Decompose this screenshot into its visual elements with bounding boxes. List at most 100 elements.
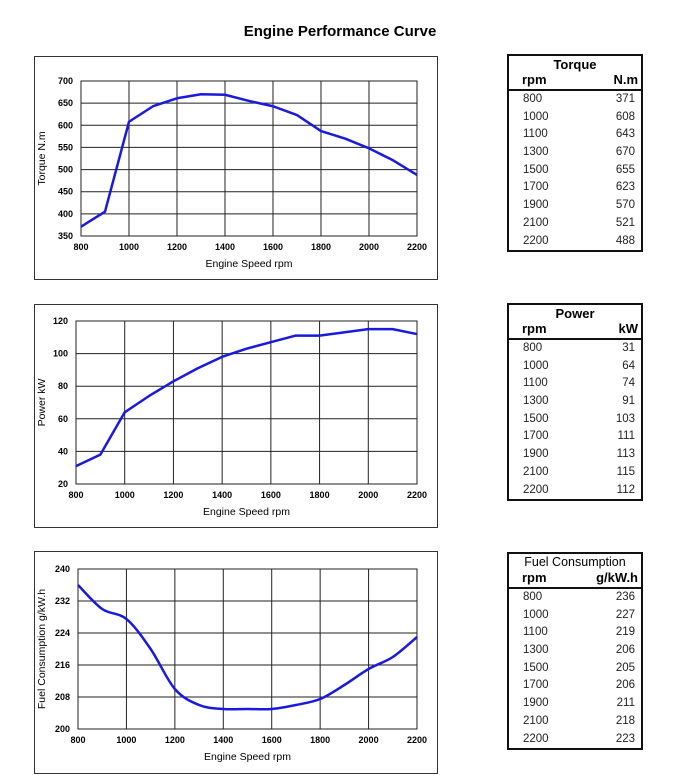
cell-value: 103 [615, 412, 635, 425]
cell-rpm: 1000 [523, 110, 549, 123]
cell-value: 31 [622, 342, 635, 354]
x-axis-label: Engine Speed rpm [203, 506, 290, 518]
table-row: 1000 64 [509, 358, 641, 376]
cell-rpm: 1500 [523, 661, 549, 674]
cell-rpm: 2200 [523, 483, 549, 496]
table-header: rpm g/kW.h [509, 570, 641, 589]
table-row: 1100 74 [509, 375, 641, 393]
x-tick-label: 1000 [115, 490, 135, 500]
table-row: 1900 211 [509, 695, 641, 713]
cell-rpm: 1900 [523, 448, 549, 461]
cell-rpm: 1700 [523, 430, 549, 443]
cell-rpm: 800 [523, 591, 543, 603]
table-row: 1100 643 [509, 126, 641, 144]
cell-value: 623 [615, 181, 635, 194]
table-row: 2200 223 [509, 731, 641, 749]
cell-rpm: 1900 [523, 199, 549, 212]
y-tick-label: 232 [55, 596, 70, 606]
cell-rpm: 2100 [523, 465, 549, 478]
table-row: 1500 205 [509, 660, 641, 678]
x-tick-label: 1200 [165, 735, 185, 745]
y-tick-label: 600 [58, 120, 73, 130]
y-tick-label: 40 [58, 446, 68, 456]
power-chart: 800 1000 1200 1400 1600 1800 2000 2200 20 40 60 80 1… [34, 304, 438, 528]
table-header: rpm kW [509, 321, 641, 340]
cell-value: 371 [615, 93, 635, 105]
x-axis-label: Engine Speed rpm [206, 258, 293, 270]
col-header-rpm: rpm [522, 72, 547, 87]
table-row: 1300 206 [509, 642, 641, 660]
x-tick-label: 1400 [213, 735, 233, 745]
col-header-rpm: rpm [522, 321, 547, 336]
cell-value: 113 [616, 448, 635, 461]
x-tick-label: 1400 [212, 490, 232, 500]
cell-value: 206 [615, 679, 635, 692]
table-row: 1900 113 [509, 446, 641, 464]
cell-value: 219 [615, 626, 635, 639]
cell-value: 655 [615, 163, 635, 176]
cell-rpm: 1300 [523, 146, 549, 159]
table-row: 1900 570 [509, 197, 641, 215]
y-tick-label: 216 [55, 660, 70, 670]
series-line [77, 584, 418, 711]
y-tick-label: 650 [58, 98, 73, 108]
fuel-table: Fuel Consumption rpm g/kW.h 800 236 1000 227 11… [507, 552, 643, 751]
x-tick-label: 2000 [359, 242, 379, 252]
table-row: 1100 219 [509, 624, 641, 642]
table-row: 1500 655 [509, 162, 641, 180]
cell-value: 74 [622, 377, 635, 390]
x-tick-label: 1600 [263, 242, 283, 252]
plot-area [77, 568, 418, 730]
plot-area [75, 320, 418, 485]
y-tick-label: 400 [58, 209, 73, 219]
cell-rpm: 2100 [523, 714, 549, 727]
table-row: 1500 103 [509, 411, 641, 429]
cell-value: 236 [615, 591, 635, 603]
torque-chart: 800 1000 1200 1400 1600 1800 2000 2200 350 400 450… [34, 56, 438, 280]
table-row: 800 236 [509, 589, 641, 607]
cell-rpm: 2200 [523, 234, 549, 247]
y-tick-label: 350 [58, 231, 73, 241]
x-tick-label: 1600 [262, 735, 282, 745]
table-row: 1300 670 [509, 144, 641, 162]
cell-rpm: 1100 [523, 128, 548, 141]
y-tick-label: 200 [55, 724, 70, 734]
cell-value: 223 [615, 732, 635, 745]
cell-value: 91 [622, 395, 635, 408]
x-tick-label: 1600 [261, 490, 281, 500]
y-tick-label: 700 [58, 76, 73, 86]
cell-rpm: 1900 [523, 697, 549, 710]
cell-value: 608 [615, 110, 635, 123]
x-tick-label: 1200 [167, 242, 187, 252]
cell-rpm: 800 [523, 93, 543, 105]
plot-area [80, 80, 418, 237]
y-tick-label: 450 [58, 187, 73, 197]
x-tick-label: 2200 [407, 490, 427, 500]
y-axis-label: Power kW [36, 378, 48, 426]
cell-rpm: 1100 [523, 377, 548, 390]
col-header-rpm: rpm [522, 570, 547, 585]
cell-value: 115 [616, 465, 635, 478]
y-axis-label: Fuel Consumption g/kW.h [36, 589, 48, 709]
cell-rpm: 1000 [523, 608, 549, 621]
table-row: 800 371 [509, 91, 641, 109]
table-row: 2100 115 [509, 464, 641, 482]
x-axis-label: Engine Speed rpm [204, 751, 291, 763]
cell-rpm: 1000 [523, 359, 549, 372]
cell-value: 218 [615, 714, 635, 727]
y-tick-label: 500 [58, 165, 73, 175]
x-tick-label: 2200 [407, 735, 427, 745]
table-row: 1700 206 [509, 677, 641, 695]
series-line [80, 93, 418, 228]
y-tick-label: 60 [58, 414, 68, 424]
cell-value: 670 [615, 146, 635, 159]
x-tick-label: 1800 [311, 242, 331, 252]
cell-rpm: 1700 [523, 181, 549, 194]
y-tick-label: 550 [58, 142, 73, 152]
table-title: Power [555, 306, 595, 321]
table-title: Fuel Consumption [524, 555, 626, 569]
cell-value: 205 [615, 661, 635, 674]
cell-rpm: 800 [523, 342, 543, 354]
y-tick-label: 80 [58, 381, 68, 391]
